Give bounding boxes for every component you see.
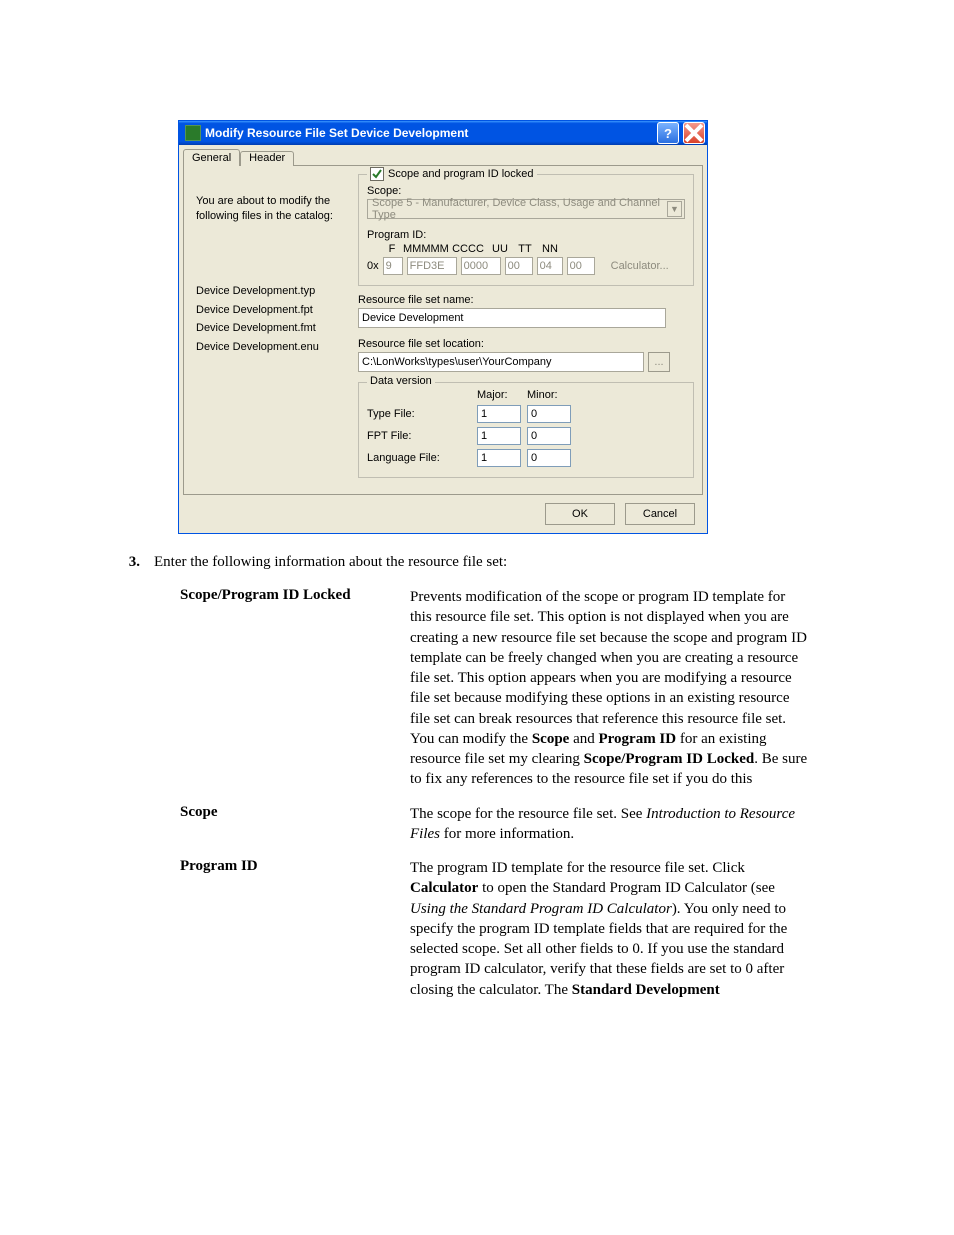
tab-general[interactable]: General: [183, 149, 240, 166]
file-item: Device Development.enu: [196, 340, 350, 355]
calculator-button: Calculator...: [607, 260, 673, 272]
programid-M: FFD3E: [407, 257, 457, 275]
set-name-label: Resource file set name:: [358, 294, 694, 306]
def-body-scope: The scope for the resource file set. See…: [410, 804, 810, 845]
programid-headers: F MMMMM CCCC UU TT NN: [385, 243, 685, 255]
file-item: Device Development.fpt: [196, 303, 350, 318]
major-header: Major:: [477, 389, 527, 401]
scope-value: Scope 5 - Manufacturer, Device Class, Us…: [372, 197, 667, 221]
scope-locked-checkbox[interactable]: [370, 167, 384, 181]
data-version-legend: Data version: [370, 375, 432, 387]
programid-T: 04: [537, 257, 563, 275]
close-button[interactable]: [683, 122, 705, 144]
def-body-program-id: The program ID template for the resource…: [410, 858, 810, 1000]
window-title: Modify Resource File Set Device Developm…: [205, 126, 655, 140]
typefile-minor[interactable]: 0: [527, 405, 571, 423]
intro-text: You are about to modify the following fi…: [196, 194, 350, 224]
def-term-scope: Scope: [180, 804, 410, 845]
minor-header: Minor:: [527, 389, 577, 401]
step-text: Enter the following information about th…: [154, 554, 854, 571]
typefile-label: Type File:: [367, 408, 477, 420]
set-location-label: Resource file set location:: [358, 338, 694, 350]
def-term-scope-pid-locked: Scope/Program ID Locked: [180, 587, 410, 790]
cancel-button[interactable]: Cancel: [625, 503, 695, 525]
file-list: Device Development.typ Device Developmen…: [196, 284, 350, 355]
langfile-major[interactable]: 1: [477, 449, 521, 467]
def-body-scope-pid-locked: Prevents modification of the scope or pr…: [410, 587, 810, 790]
programid-N: 00: [567, 257, 595, 275]
programid-prefix: 0x: [367, 260, 379, 272]
help-button[interactable]: ?: [657, 122, 679, 144]
fptfile-major[interactable]: 1: [477, 427, 521, 445]
typefile-major[interactable]: 1: [477, 405, 521, 423]
tab-header[interactable]: Header: [240, 151, 294, 166]
fptfile-label: FPT File:: [367, 430, 477, 442]
file-item: Device Development.fmt: [196, 321, 350, 336]
scope-label: Scope:: [367, 185, 685, 197]
modify-resource-dialog: Modify Resource File Set Device Developm…: [178, 120, 708, 534]
programid-U: 00: [505, 257, 533, 275]
langfile-label: Language File:: [367, 452, 477, 464]
langfile-minor[interactable]: 0: [527, 449, 571, 467]
programid-F: 9: [383, 257, 403, 275]
fptfile-minor[interactable]: 0: [527, 427, 571, 445]
titlebar[interactable]: Modify Resource File Set Device Developm…: [179, 121, 707, 145]
programid-label: Program ID:: [367, 229, 685, 241]
scope-dropdown: Scope 5 - Manufacturer, Device Class, Us…: [367, 199, 685, 219]
def-term-program-id: Program ID: [180, 858, 410, 1000]
browse-button[interactable]: ...: [648, 352, 670, 372]
data-version-group: Data version Major: Minor: Type File: 1 …: [358, 382, 694, 478]
set-location-input[interactable]: C:\LonWorks\types\user\YourCompany: [358, 352, 644, 372]
chevron-down-icon: ▼: [667, 201, 682, 217]
step-number: 3.: [100, 554, 154, 571]
programid-C: 0000: [461, 257, 501, 275]
app-icon: [185, 125, 201, 141]
set-name-input[interactable]: Device Development: [358, 308, 666, 328]
file-item: Device Development.typ: [196, 284, 350, 299]
scope-locked-label: Scope and program ID locked: [388, 168, 534, 180]
ok-button[interactable]: OK: [545, 503, 615, 525]
scope-programid-group: Scope and program ID locked Scope: Scope…: [358, 174, 694, 286]
